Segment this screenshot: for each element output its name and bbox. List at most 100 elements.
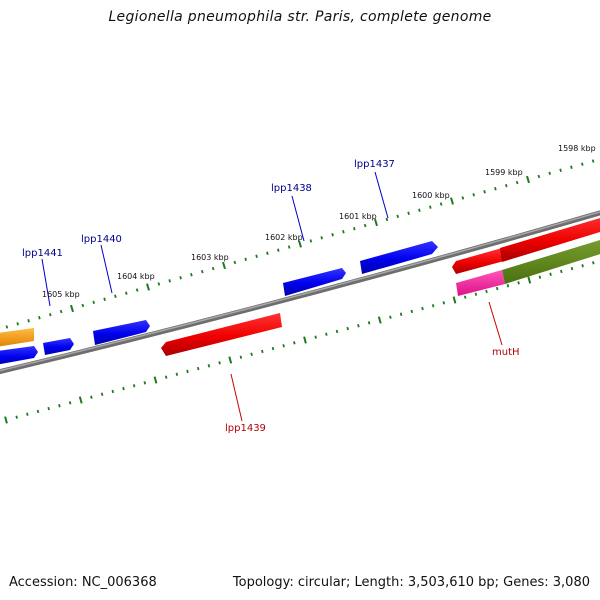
tick-mark — [472, 193, 475, 197]
tick-mark — [342, 230, 345, 234]
tick-mark — [506, 284, 510, 288]
label-leaders — [41, 171, 503, 422]
gene-label-lpp1437[interactable]: lpp1437 — [354, 159, 395, 170]
tick-mark — [90, 395, 93, 399]
tick-mark — [410, 309, 414, 314]
tick-mark — [452, 296, 457, 304]
tick-mark — [353, 226, 356, 231]
tick-mark — [463, 295, 467, 299]
gene-label-lpp1438[interactable]: lpp1438 — [271, 183, 312, 194]
tick-mark — [100, 392, 104, 396]
tick-mark — [385, 217, 389, 222]
tick-mark — [331, 233, 334, 237]
tick-mark — [399, 312, 403, 316]
tick-mark — [320, 236, 323, 240]
tick-mark — [309, 239, 313, 243]
tick-mark — [431, 304, 435, 308]
gene-feature[interactable] — [43, 338, 74, 355]
tick-mark — [228, 356, 233, 364]
gene-feature[interactable] — [93, 320, 150, 345]
gene-feature[interactable] — [0, 328, 34, 348]
tick-mark — [59, 309, 63, 314]
tick-mark — [233, 260, 237, 265]
kbp-label: 1601 kbp — [339, 212, 377, 221]
tick-mark — [495, 286, 499, 291]
tick-mark — [429, 205, 432, 209]
tick-mark — [396, 214, 399, 219]
gene-label-lpp1441[interactable]: lpp1441 — [22, 248, 63, 259]
tick-mark — [168, 279, 171, 283]
tick-mark — [421, 306, 424, 311]
tick-mark — [125, 291, 128, 295]
gene-feature[interactable] — [456, 270, 505, 296]
tick-mark — [485, 289, 488, 294]
tick-mark — [549, 272, 552, 276]
tick-mark — [407, 211, 410, 215]
gene-feature[interactable] — [452, 248, 504, 274]
tick-mark — [537, 174, 541, 179]
gene-label-lpp1440[interactable]: lpp1440 — [81, 234, 122, 245]
tick-mark — [526, 175, 530, 184]
tick-mark — [515, 180, 519, 185]
kbp-label: 1603 kbp — [191, 253, 229, 262]
gene-label-mutH[interactable]: mutH — [492, 347, 520, 358]
tick-mark — [49, 312, 52, 317]
gene-feature[interactable] — [500, 215, 600, 262]
tick-mark — [287, 245, 291, 249]
tick-mark — [277, 248, 280, 252]
tick-mark — [271, 346, 275, 351]
tick-mark — [255, 254, 258, 258]
tick-mark — [325, 332, 328, 336]
tick-mark — [548, 171, 551, 176]
gene-feature[interactable] — [161, 313, 282, 356]
tick-mark — [591, 159, 595, 163]
tick-mark — [560, 269, 563, 274]
tick-mark — [135, 288, 139, 292]
gene-feature[interactable] — [360, 241, 438, 274]
tick-mark — [418, 208, 421, 212]
gene-feature[interactable] — [502, 237, 600, 284]
tick-mark — [122, 386, 125, 391]
tick-mark — [367, 321, 371, 325]
tick-mark — [157, 282, 161, 286]
tick-mark — [175, 372, 179, 376]
tick-mark — [146, 283, 150, 291]
tick-mark — [239, 355, 243, 359]
tick-mark — [474, 292, 478, 296]
tick-mark — [377, 316, 382, 324]
outer-tick-ring — [5, 159, 595, 329]
tick-mark — [461, 196, 465, 200]
tick-mark — [439, 202, 443, 206]
kbp-label: 1600 kbp — [412, 191, 450, 200]
tick-mark — [196, 366, 200, 371]
tick-mark — [153, 376, 158, 384]
tick-mark — [38, 316, 41, 320]
tick-mark — [592, 261, 595, 265]
tick-mark — [303, 336, 307, 344]
kbp-label: 1605 kbp — [42, 290, 80, 299]
kbp-label: 1598 kbp — [558, 144, 596, 153]
tick-mark — [222, 261, 226, 270]
tick-mark — [58, 404, 61, 408]
tick-mark — [442, 301, 446, 305]
tick-mark — [298, 240, 302, 248]
gene-feature[interactable] — [283, 268, 346, 296]
tick-mark — [47, 406, 50, 411]
map-title: Legionella pneumophila str. Paris, compl… — [108, 9, 492, 25]
tick-mark — [517, 281, 520, 285]
tick-mark — [81, 303, 85, 308]
gene-feature[interactable] — [0, 346, 38, 366]
tick-mark — [374, 218, 378, 227]
kbp-label: 1604 kbp — [117, 272, 155, 281]
tick-mark — [570, 165, 573, 169]
tick-mark — [207, 364, 211, 368]
tick-mark — [314, 335, 317, 339]
tick-mark — [78, 396, 83, 404]
tick-mark — [132, 384, 136, 388]
tick-mark — [581, 162, 584, 166]
tick-mark — [186, 369, 189, 374]
tick-mark — [282, 344, 285, 348]
tick-mark — [559, 168, 562, 172]
tick-mark — [570, 266, 574, 271]
gene-label-lpp1439[interactable]: lpp1439 — [225, 423, 266, 434]
